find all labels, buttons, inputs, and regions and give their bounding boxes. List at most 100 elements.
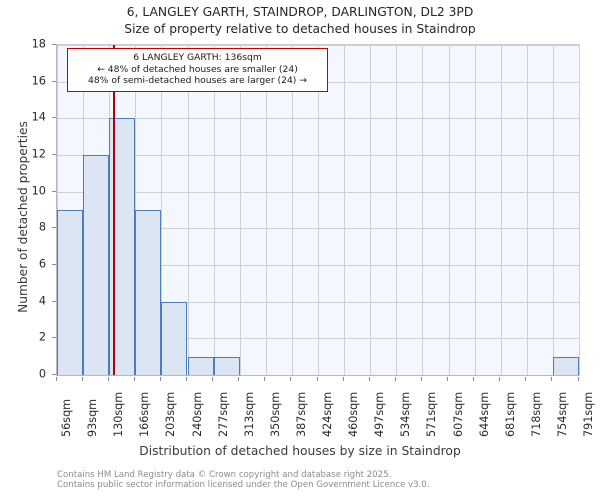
annotation-larger: 48% of semi-detached houses are larger (… xyxy=(87,75,308,87)
y-axis-tick-label: 12 xyxy=(31,147,46,161)
histogram-bar xyxy=(161,301,188,375)
vertical-gridline xyxy=(318,45,319,375)
footer-line-1: Contains HM Land Registry data © Crown c… xyxy=(57,470,392,480)
y-axis-tick-mark xyxy=(52,374,56,375)
x-axis-tick-mark xyxy=(186,377,187,381)
x-axis-tick-label: 754sqm xyxy=(555,391,569,437)
y-axis-tick-label: 14 xyxy=(31,110,46,124)
horizontal-gridline xyxy=(57,265,579,266)
histogram-bar xyxy=(213,356,240,375)
vertical-gridline xyxy=(422,45,424,375)
vertical-gridline xyxy=(396,45,398,375)
y-axis-tick-mark xyxy=(52,337,56,339)
horizontal-gridline xyxy=(57,155,579,156)
y-axis-tick-mark xyxy=(52,227,56,229)
horizontal-gridline xyxy=(57,338,579,340)
vertical-gridline xyxy=(552,45,554,375)
plot-area xyxy=(56,44,580,376)
x-axis-tick-mark xyxy=(55,377,57,381)
vertical-gridline xyxy=(370,45,372,375)
y-axis-label: Number of detached properties xyxy=(16,121,30,313)
vertical-gridline xyxy=(161,45,163,375)
x-axis-tick-label: 644sqm xyxy=(477,391,491,437)
x-axis-tick-label: 203sqm xyxy=(164,391,178,437)
x-axis-tick-label: 424sqm xyxy=(321,391,334,437)
y-axis-tick-mark xyxy=(52,117,56,119)
y-axis-tick-mark xyxy=(52,300,56,302)
x-axis-tick-mark xyxy=(394,377,396,381)
y-axis-tick-label: 18 xyxy=(31,37,46,51)
y-axis-tick-mark xyxy=(52,154,56,155)
x-axis-tick-label: 534sqm xyxy=(399,391,413,437)
x-axis-tick-label: 240sqm xyxy=(190,391,204,437)
horizontal-gridline xyxy=(57,301,579,303)
x-axis-tick-label: 681sqm xyxy=(503,391,517,437)
x-axis-tick-label: 791sqm xyxy=(582,391,595,437)
y-axis-tick-label: 4 xyxy=(38,294,46,308)
vertical-gridline xyxy=(291,45,293,375)
y-axis-tick-label: 2 xyxy=(38,330,46,344)
vertical-gridline xyxy=(579,45,580,375)
x-axis-tick-label: 718sqm xyxy=(529,391,543,437)
property-size-marker-line xyxy=(112,45,115,375)
x-axis-tick-mark xyxy=(81,377,83,381)
y-axis-tick-mark xyxy=(52,80,56,82)
footer-line-2: Contains public sector information licen… xyxy=(57,480,430,491)
x-axis-tick-label: 130sqm xyxy=(112,391,126,437)
x-axis-tick-mark xyxy=(316,377,318,381)
x-axis-tick-label: 387sqm xyxy=(294,391,308,437)
x-axis-tick-label: 93sqm xyxy=(86,398,100,437)
x-axis-tick-label: 460sqm xyxy=(347,391,361,437)
vertical-gridline xyxy=(239,45,241,375)
y-axis-tick-label: 8 xyxy=(38,220,46,234)
horizontal-gridline xyxy=(57,375,579,376)
x-axis-tick-label: 607sqm xyxy=(451,391,465,437)
x-axis-tick-mark xyxy=(133,377,135,381)
histogram-bar xyxy=(83,155,110,375)
horizontal-gridline xyxy=(57,118,579,120)
y-axis-tick-label: 0 xyxy=(38,367,46,381)
x-axis-tick-label: 56sqm xyxy=(60,398,73,437)
x-axis-tick-label: 497sqm xyxy=(373,391,387,437)
x-axis-tick-mark xyxy=(420,377,422,381)
x-axis-tick-mark xyxy=(525,377,527,381)
annotation-smaller: ← 48% of detached houses are smaller (24… xyxy=(97,63,298,75)
vertical-gridline xyxy=(344,45,346,375)
x-axis-tick-mark xyxy=(551,377,553,381)
x-axis-tick-mark xyxy=(290,377,292,381)
horizontal-gridline xyxy=(57,228,579,230)
page-title: 6, LANGLEY GARTH, STAINDROP, DARLINGTON,… xyxy=(126,5,474,19)
x-axis-ticks: 56sqm 93sqm 130sqm 166sqm 203sqm 240sqm 277sqm… xyxy=(0,377,600,439)
horizontal-gridline xyxy=(57,191,579,193)
vertical-gridline xyxy=(500,45,502,375)
x-axis-tick-label: 350sqm xyxy=(268,391,282,437)
y-axis-tick-mark xyxy=(52,190,56,192)
x-axis-tick-label: 166sqm xyxy=(138,391,152,437)
x-axis-tick-mark xyxy=(368,377,370,381)
histogram-bar xyxy=(187,356,214,375)
x-axis-tick-mark xyxy=(342,377,344,381)
annotation-box: 6 LANGLEY GARTH: 136sqm ← 48% of detache… xyxy=(67,48,328,92)
vertical-gridline xyxy=(448,45,450,375)
x-axis-tick-mark xyxy=(107,377,109,381)
x-axis-tick-label: 571sqm xyxy=(425,391,439,437)
y-axis-tick-label: 6 xyxy=(38,257,46,271)
vertical-gridline xyxy=(474,45,476,375)
y-axis-tick-label: 16 xyxy=(31,74,46,88)
x-axis-tick-mark xyxy=(212,377,214,381)
annotation-property-size: 6 LANGLEY GARTH: 136sqm xyxy=(133,52,262,63)
x-axis-tick-mark xyxy=(447,377,448,381)
histogram-bar xyxy=(135,210,162,375)
vertical-gridline xyxy=(526,45,528,375)
y-axis-tick-mark xyxy=(52,44,56,45)
vertical-gridline xyxy=(265,45,267,375)
histogram-bar xyxy=(57,210,84,375)
x-axis-tick-mark xyxy=(238,377,240,381)
chart-subtitle: Size of property relative to detached ho… xyxy=(124,22,476,36)
x-axis-tick-label: 313sqm xyxy=(242,391,256,437)
y-axis-tick-mark xyxy=(52,264,56,265)
x-axis-tick-label: 277sqm xyxy=(216,391,230,437)
x-axis-tick-mark xyxy=(499,377,501,381)
x-axis-tick-mark xyxy=(264,377,266,381)
